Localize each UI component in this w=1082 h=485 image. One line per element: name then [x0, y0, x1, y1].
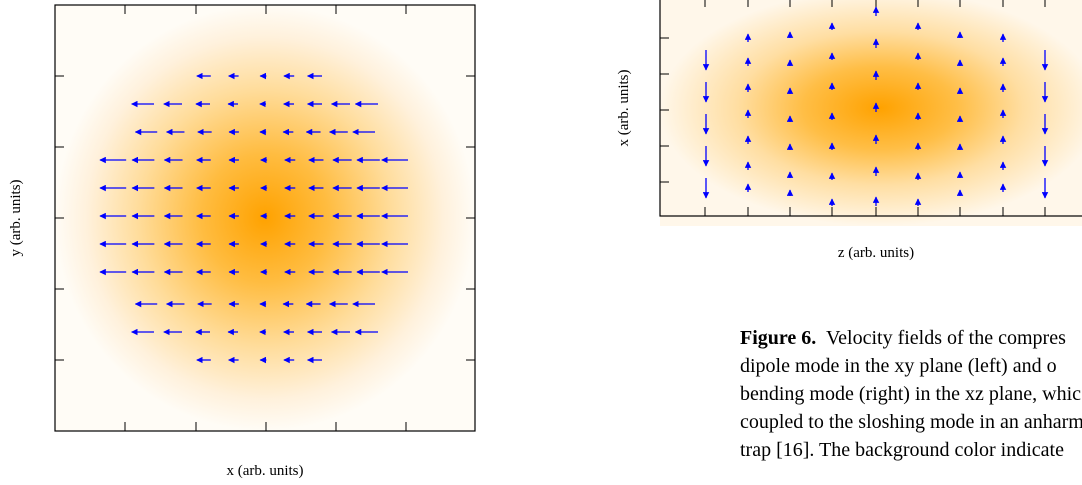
figure-label: Figure 6. — [740, 327, 817, 349]
right-plot-frame — [659, 0, 1082, 217]
right-x-axis-label: z (arb. units) — [838, 245, 914, 261]
left-velocity-field — [99, 72, 408, 364]
left-density-field — [55, 5, 475, 431]
right-y-axis-label: x (arb. units) — [616, 69, 632, 146]
right-plot: z (arb. units) x (arb. units) — [616, 0, 1082, 261]
caption-line-4: coupled to the sloshing mode in an anhar… — [740, 411, 1082, 433]
left-y-axis-label: y (arb. units) — [8, 179, 24, 256]
caption-line-1: Figure 6. Velocity fields of the compres — [740, 324, 1082, 352]
right-tick-marks — [660, 0, 1046, 216]
caption-line-5: trap [16]. The background color indicate — [740, 439, 1064, 461]
left-x-axis-label: x (arb. units) — [226, 463, 303, 479]
figure-caption: Figure 6. Velocity fields of the compres… — [740, 324, 1082, 464]
caption-text-1: Velocity fields of the compres — [825, 327, 1066, 349]
caption-line-3: bending mode (right) in the xz plane, wh… — [740, 383, 1082, 405]
right-velocity-field — [702, 6, 1049, 206]
left-plot-frame — [54, 4, 476, 432]
left-tick-marks — [55, 5, 475, 431]
left-plot: x (arb. units) y (arb. units) — [8, 4, 476, 479]
right-density-field — [660, 0, 1082, 226]
caption-line-2: dipole mode in the xy plane (left) and o — [740, 355, 1057, 377]
